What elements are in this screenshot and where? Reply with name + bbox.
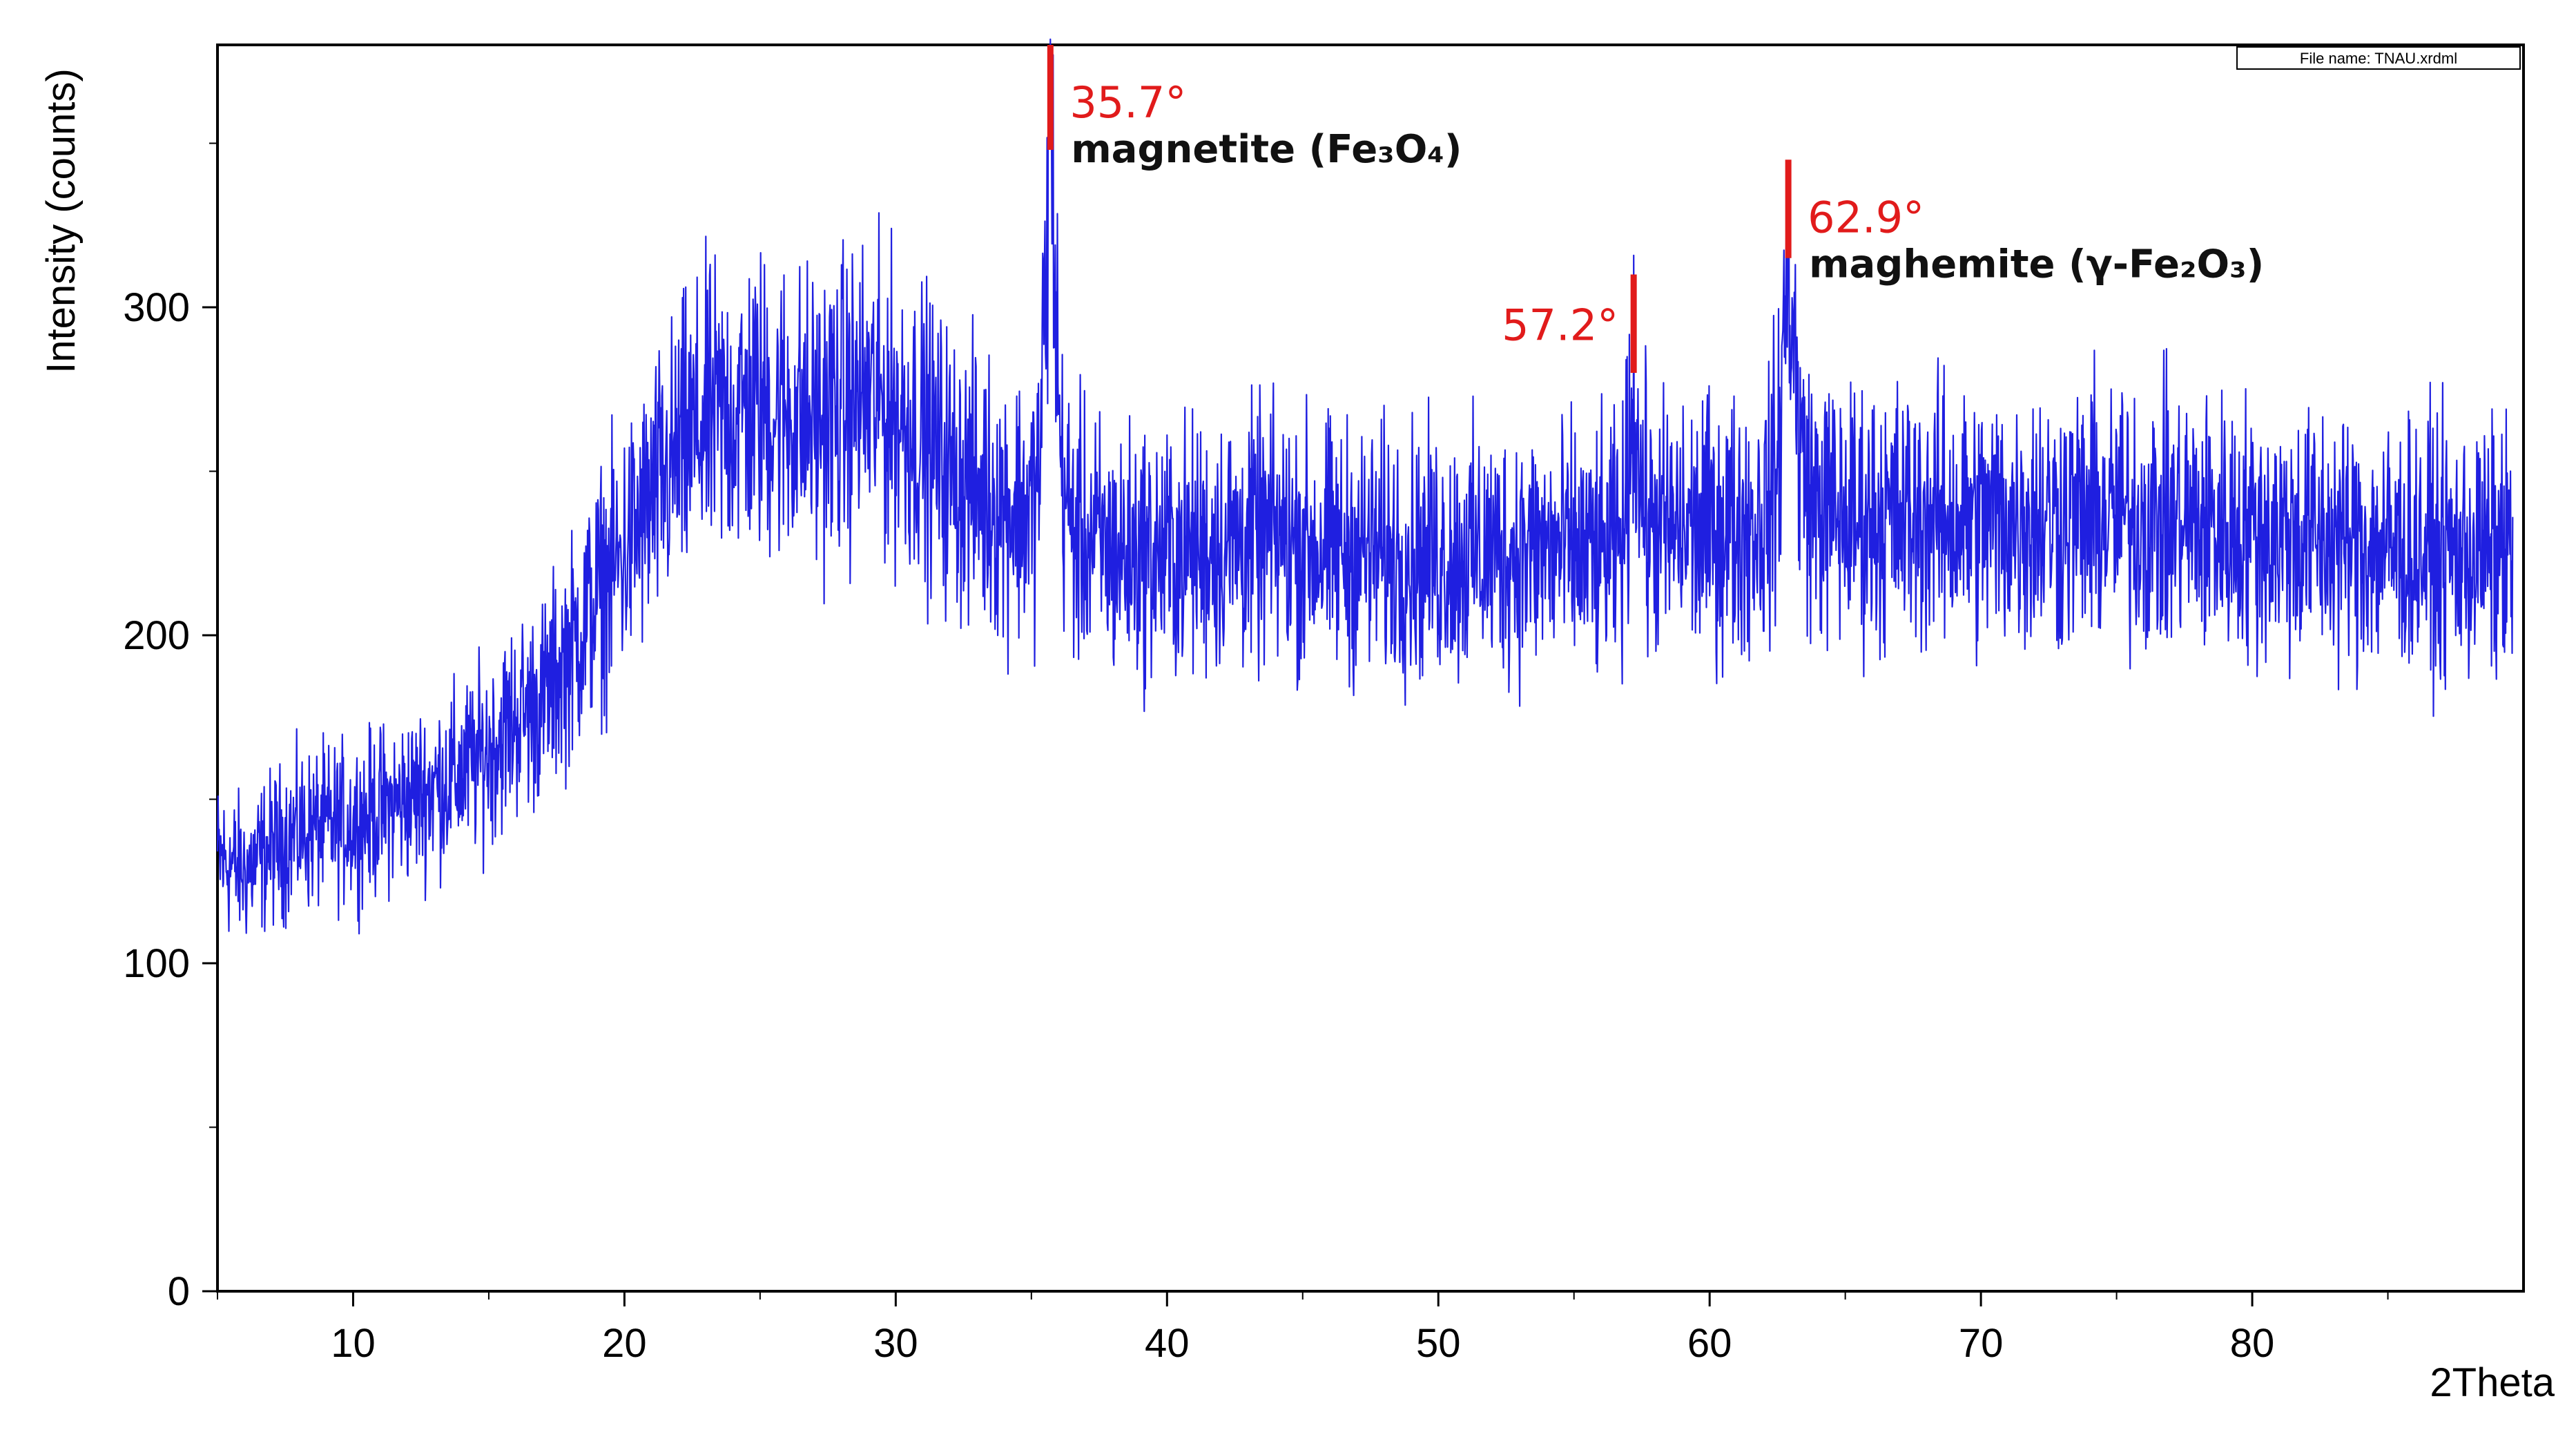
peak-angle-label: 35.7°	[1069, 77, 1186, 128]
phase-label: maghemite (γ-Fe₂O₃)	[1809, 242, 2264, 287]
xrd-pattern-line	[216, 38, 2514, 935]
file-name-box: File name: TNAU.xrdml	[2236, 46, 2521, 70]
y-tick-label: 200	[123, 613, 190, 658]
x-tick-label: 70	[1959, 1321, 2004, 1366]
x-tick-label: 30	[873, 1321, 918, 1366]
y-tick-label: 100	[123, 941, 190, 986]
y-tick-label: 0	[168, 1269, 190, 1314]
y-axis-title: Intensity (counts)	[39, 68, 84, 374]
file-name-label: File name: TNAU.xrdml	[2300, 50, 2457, 67]
peak-angle-label: 57.2°	[1502, 300, 1618, 351]
x-tick-label: 40	[1145, 1321, 1190, 1366]
x-tick-label: 20	[602, 1321, 647, 1366]
peak-annotations: 35.7°magnetite (Fe₃O₄) 57.2° 62.9°maghemit…	[1047, 45, 2264, 373]
plot-frame	[216, 44, 2525, 1293]
series-group	[216, 38, 2514, 935]
y-tick-label: 300	[123, 285, 190, 330]
phase-label: magnetite (Fe₃O₄)	[1071, 127, 1462, 172]
x-tick-label: 60	[1687, 1321, 1732, 1366]
x-tick-label: 50	[1416, 1321, 1461, 1366]
x-tick-label: 80	[2230, 1321, 2275, 1366]
peak-angle-label: 62.9°	[1808, 192, 1924, 242]
x-tick-label: 10	[331, 1321, 376, 1366]
x-axis-title: 2Theta	[2430, 1360, 2555, 1405]
axis-ticks: 10 20 30 40 50 60 70 80 0 100 200 300	[123, 142, 2389, 1366]
